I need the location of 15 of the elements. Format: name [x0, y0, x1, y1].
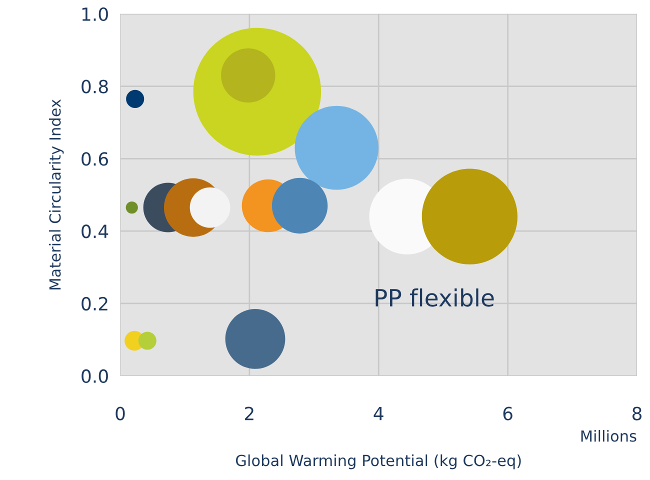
x-axis-title: Global Warming Potential (kg CO₂-eq)	[236, 454, 521, 470]
y-tick-label: 0.0	[82, 369, 108, 383]
x-tick-label: 2	[245, 406, 254, 420]
x-tick-label: 8	[632, 406, 642, 420]
y-tick-label: 0.8	[82, 80, 108, 94]
x-tick-label: 4	[374, 406, 384, 420]
y-tick-label: 0.6	[82, 152, 108, 166]
y-tick-label: 0.4	[82, 224, 108, 238]
y-tick-label: 0.2	[82, 296, 108, 311]
y-tick-label: 1.0	[82, 7, 108, 22]
x-tick-label: 0	[116, 406, 125, 420]
y-axis-title: Material Circularity Index	[48, 99, 64, 290]
x-tick-label: 6	[503, 406, 512, 420]
annotation: PP flexible	[376, 288, 494, 307]
text: Millions	[581, 430, 636, 442]
